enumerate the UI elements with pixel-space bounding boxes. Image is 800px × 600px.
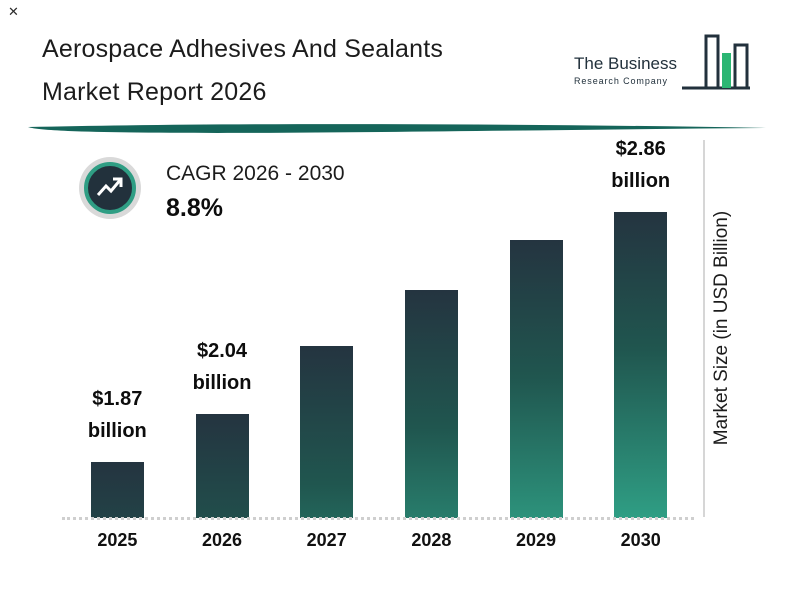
logo-name: The Business [574,54,677,73]
x-axis-label-2030: 2030 [620,530,661,550]
x-axis-label-2026: 2026 [201,530,243,550]
y-axis-line [703,140,705,517]
value-label-2025: $1.87 billion [87,388,147,442]
growth-arrow-icon [84,162,136,214]
cagr-callout: CAGR 2026 - 2030 8.8% [78,156,345,223]
bar-chart: $1.87 billion $2.04 billion $2.86 billion [65,130,693,518]
company-logo: The Business Research Company [574,32,752,98]
x-axis-label-2025: 2025 [97,530,138,550]
cagr-value: 8.8% [166,194,223,222]
page-title: Aerospace Adhesives And Sealants Market R… [42,28,443,114]
x-axis-label-2028: 2028 [411,530,452,550]
y-axis-title: Market Size (in USD Billion) [711,210,732,446]
x-axis-label-2029: 2029 [516,530,557,550]
logo-subtitle: Research Company [574,76,668,86]
x-axis-baseline [62,517,694,520]
bar-column-2026: $2.04 billion [170,335,275,518]
corner-mark-icon: ✕ [8,4,19,19]
value-label-2030: $2.86 billion [611,138,671,192]
bar-column-2030: $2.86 billion [588,133,693,518]
bar-column-2028 [379,290,484,518]
bar-2028 [404,290,458,518]
value-label-2026: $2.04 billion [192,340,252,394]
title-line1: Aerospace Adhesives And Sealants [42,35,444,63]
bar-chart-logo-icon [682,34,750,90]
bar-2030 [614,212,668,518]
x-axis-labels: 2025 2026 2027 2028 2029 2030 [65,530,693,551]
bar-column-2027 [274,346,379,518]
cagr-label: CAGR 2026 - 2030 [166,162,345,185]
x-axis-label-2027: 2027 [306,530,347,550]
bar-column-2025: $1.87 billion [65,383,170,518]
logo-text: The Business Research Company [574,54,677,86]
title-line2: Market Report 2026 [42,78,267,106]
bar-column-2029 [484,240,589,518]
bar-2026 [195,414,249,518]
bar-2027 [300,346,354,518]
bar-2029 [509,240,563,518]
divider-swoosh [28,124,770,133]
cagr-text: CAGR 2026 - 2030 8.8% [166,162,345,223]
bar-2025 [90,462,144,518]
trend-up-icon [96,177,123,196]
